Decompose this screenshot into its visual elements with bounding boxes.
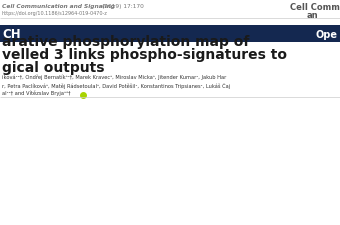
Text: iková¹²†, Ondřej Bernatík³⁴†, Marek Kravec³, Miroslav Micka³, Jitender Kumar¹, J: iková¹²†, Ondřej Bernatík³⁴†, Marek Krav… <box>2 75 226 80</box>
Text: arative phosphorylation map of: arative phosphorylation map of <box>2 35 249 49</box>
Text: CH: CH <box>2 28 21 41</box>
Text: Cell Comm: Cell Comm <box>290 3 340 12</box>
Bar <box>0 26 340 43</box>
Text: velled 3 links phospho-signatures to: velled 3 links phospho-signatures to <box>2 48 287 62</box>
Text: https://doi.org/10.1186/s12964-019-0470-z: https://doi.org/10.1186/s12964-019-0470-… <box>2 11 108 16</box>
Text: an: an <box>307 11 319 20</box>
Text: Cell Communication and Signaling: Cell Communication and Signaling <box>2 4 115 9</box>
Text: Ope: Ope <box>316 29 338 39</box>
Text: r, Petra Paclíková³, Matěj Rádsetoulal³, David Potěšil¹, Konstantinos Tripsianes: r, Petra Paclíková³, Matěj Rádsetoulal³,… <box>2 83 230 89</box>
Text: (2019) 17:170: (2019) 17:170 <box>102 4 144 9</box>
Text: al¹²† and Vítězslav Bryja³⁶†: al¹²† and Vítězslav Bryja³⁶† <box>2 91 70 96</box>
Text: gical outputs: gical outputs <box>2 61 104 75</box>
